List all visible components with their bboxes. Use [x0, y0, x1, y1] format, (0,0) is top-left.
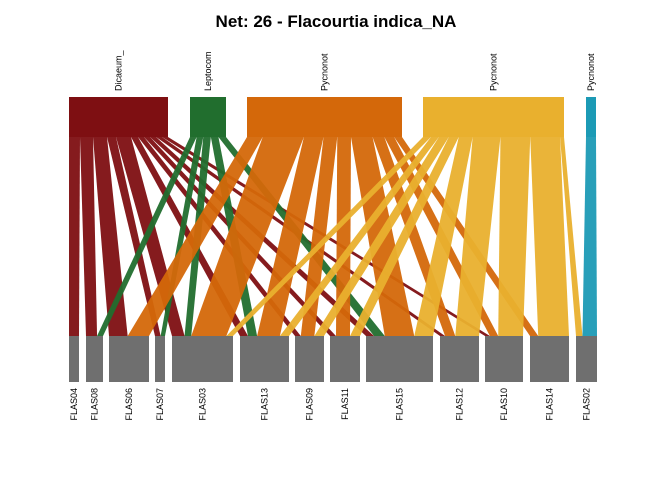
lower-species-box: [172, 336, 233, 382]
interaction-link: [455, 137, 501, 336]
interaction-link: [191, 137, 304, 336]
lower-species-box: [109, 336, 149, 382]
interaction-link: [279, 137, 439, 336]
lower-species-label: FLAS09: [305, 388, 315, 421]
lower-species-box: [485, 336, 523, 382]
higher-species-box: [586, 97, 596, 137]
higher-species-box: [247, 97, 402, 137]
lower-species-box: [330, 336, 360, 382]
lower-species-label: FLAS04: [69, 388, 79, 421]
interaction-link: [300, 137, 338, 336]
higher-species-label: Pycnonot: [320, 53, 330, 91]
interaction-link: [414, 137, 473, 336]
higher-species-box: [69, 97, 168, 137]
lower-species-label: FLAS11: [340, 388, 350, 420]
interaction-link: [80, 137, 98, 336]
lower-species-box: [440, 336, 479, 382]
lower-species-box: [86, 336, 103, 382]
higher-level-layer: [69, 97, 596, 137]
lower-species-box: [240, 336, 289, 382]
labels-layer: Dicaeum_ Leptocom Pycnonot Pycnonot Pycnonot…: [69, 49, 596, 420]
lower-species-label: FLAS03: [198, 388, 208, 421]
lower-species-box: [155, 336, 165, 382]
lower-level-layer: [69, 336, 597, 382]
lower-species-label: FLAS12: [455, 388, 465, 421]
interaction-link: [97, 137, 197, 336]
interaction-link: [138, 137, 301, 336]
interaction-link: [226, 137, 431, 336]
interaction-link: [127, 137, 263, 336]
interaction-link: [560, 137, 583, 336]
lower-species-label: FLAS02: [582, 388, 592, 421]
lower-species-label: FLAS08: [90, 388, 100, 421]
interaction-link: [530, 137, 569, 336]
lower-species-box: [576, 336, 597, 382]
higher-species-label: Dicaeum_: [114, 49, 124, 91]
higher-species-box: [190, 97, 226, 137]
links-layer: [69, 137, 597, 336]
lower-species-label: FLAS13: [260, 388, 270, 421]
lower-species-label: FLAS07: [155, 388, 165, 421]
interaction-link: [582, 137, 597, 336]
lower-species-box: [69, 336, 79, 382]
interaction-link: [257, 137, 324, 336]
interaction-link: [498, 137, 531, 336]
interaction-link: [314, 137, 449, 336]
lower-species-box: [295, 336, 324, 382]
lower-species-box: [530, 336, 569, 382]
higher-species-label: Pycnonot: [586, 53, 596, 91]
interaction-link: [107, 137, 161, 336]
higher-species-label: Leptocom: [203, 51, 213, 91]
interaction-link: [93, 137, 128, 336]
higher-species-box: [423, 97, 564, 137]
lower-species-label: FLAS10: [499, 388, 509, 421]
lower-species-label: FLAS14: [545, 388, 555, 421]
higher-species-label: Pycnonot: [489, 53, 499, 91]
chart-title: Net: 26 - Flacourtia indica_NA: [215, 12, 457, 31]
lower-species-label: FLAS06: [124, 388, 134, 421]
interaction-link: [69, 137, 80, 336]
lower-species-label: FLAS15: [395, 388, 405, 421]
lower-species-box: [366, 336, 433, 382]
interaction-link: [350, 137, 459, 336]
